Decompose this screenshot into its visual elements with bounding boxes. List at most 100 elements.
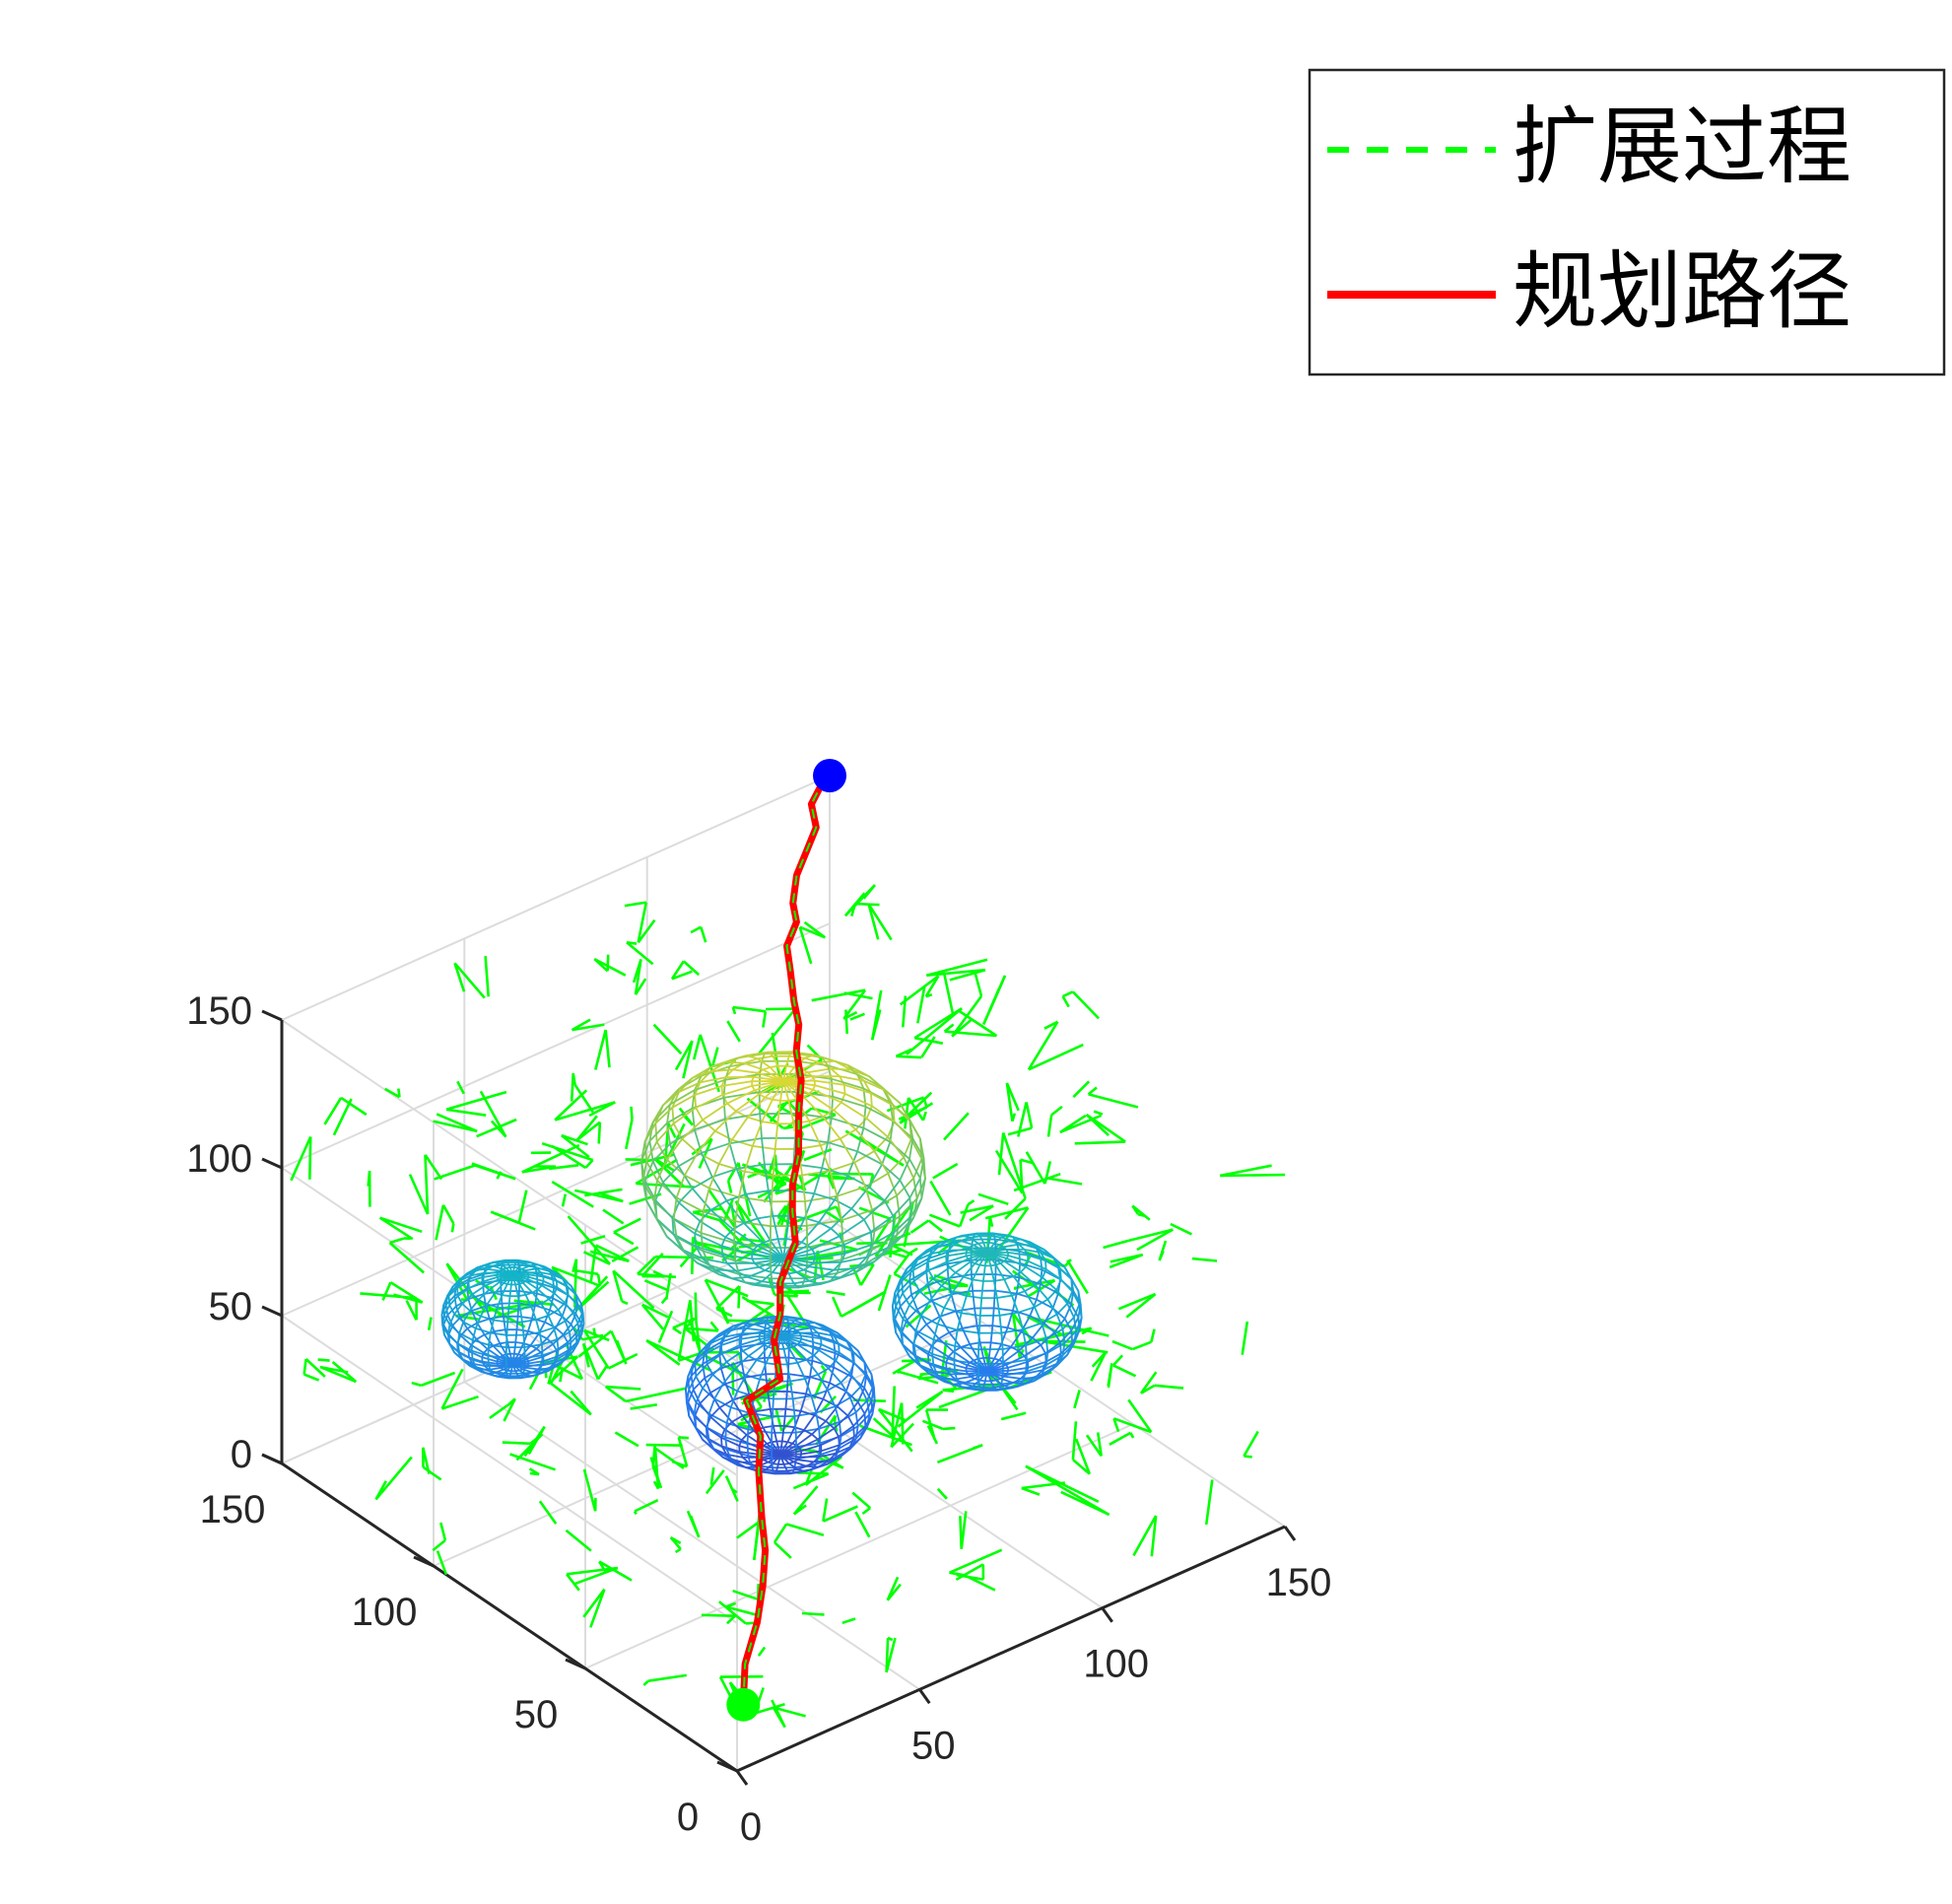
sphere-longitude (557, 1358, 567, 1366)
sphere-longitude (713, 1383, 724, 1399)
sphere-longitude (641, 1161, 647, 1182)
tree-edge (709, 1466, 715, 1485)
sphere-longitude (852, 1351, 866, 1364)
sphere-longitude (710, 1068, 733, 1072)
sphere-longitude (900, 1332, 905, 1346)
sphere-longitude (678, 1077, 694, 1090)
sphere-longitude (501, 1303, 505, 1317)
sphere-longitude (978, 1252, 988, 1266)
sphere-longitude (474, 1316, 482, 1329)
tree-edge (969, 1204, 994, 1222)
sphere-longitude (702, 1439, 713, 1450)
tree-edge (529, 1471, 540, 1476)
sphere-longitude (725, 1449, 732, 1460)
tree-edge (1088, 1093, 1139, 1109)
sphere-longitude (1043, 1249, 1054, 1258)
sphere-longitude (1070, 1277, 1075, 1292)
sphere-longitude (477, 1264, 485, 1269)
sphere-longitude (822, 1116, 841, 1140)
tree-edge (822, 1498, 829, 1522)
sphere-longitude (803, 1268, 824, 1278)
sphere-longitude (764, 1258, 784, 1271)
tree-edge (841, 1617, 856, 1625)
sphere-longitude (982, 1265, 986, 1282)
sphere-longitude (1024, 1249, 1042, 1254)
tree-edge (1043, 1020, 1058, 1030)
tree-edge (1071, 990, 1100, 1020)
sphere-longitude (695, 1428, 704, 1441)
tree-edge (445, 1108, 487, 1117)
tree-edge (643, 1279, 669, 1292)
sphere-longitude (902, 1343, 915, 1356)
tree-edge (909, 1219, 930, 1234)
tree-edge (684, 1326, 707, 1346)
sphere-longitude (487, 1344, 490, 1356)
sphere-longitude (1024, 1344, 1042, 1357)
tree-edge (1085, 1434, 1103, 1458)
tree-edge (849, 1012, 865, 1021)
sphere-longitude (528, 1275, 544, 1282)
sphere-longitude (694, 1414, 707, 1429)
sphere-longitude (889, 1121, 895, 1142)
sphere-longitude (514, 1284, 519, 1297)
tree-edge (705, 1469, 725, 1495)
start-marker (726, 1687, 761, 1722)
sphere-longitude (818, 1198, 836, 1223)
sphere-longitude (505, 1334, 508, 1348)
tree-edge (1131, 1204, 1151, 1221)
sphere-longitude (814, 1244, 845, 1255)
sphere-longitude (837, 1331, 847, 1341)
sphere-longitude (706, 1413, 710, 1428)
sphere-longitude (468, 1280, 483, 1289)
sphere-longitude (835, 1360, 851, 1375)
tree-edge (1191, 1257, 1218, 1262)
tree-edge (1103, 1239, 1129, 1250)
sphere-longitude (725, 1350, 744, 1363)
sphere-longitude (531, 1374, 537, 1378)
sphere-longitude (1060, 1278, 1073, 1293)
sphere-longitude (1020, 1376, 1036, 1380)
tree-edge (726, 1614, 736, 1625)
sphere-longitude (767, 1391, 772, 1409)
tree-edge (384, 1087, 401, 1099)
tree-edge (1062, 990, 1074, 998)
sphere-longitude (1010, 1330, 1023, 1348)
sphere-longitude (466, 1279, 470, 1289)
tree-edge (389, 1237, 405, 1245)
sphere-longitude (724, 1236, 755, 1252)
sphere-longitude (794, 1318, 802, 1323)
sphere-longitude (1007, 1360, 1029, 1369)
tree-edge (1005, 1082, 1014, 1122)
sphere-longitude (654, 1107, 674, 1124)
sphere-longitude (953, 1350, 971, 1364)
tree-edge (397, 1088, 401, 1098)
sphere-longitude (541, 1284, 556, 1295)
sphere-longitude (893, 1215, 912, 1233)
tree-edge (895, 1048, 912, 1057)
sphere-longitude (909, 1178, 921, 1198)
tree-edge (736, 1522, 759, 1539)
tree-edge (424, 1154, 443, 1181)
sphere-longitude (695, 1363, 708, 1378)
sphere-longitude (503, 1316, 506, 1330)
sphere-longitude (1040, 1331, 1055, 1346)
sphere-longitude (925, 1258, 929, 1271)
tree-edge (424, 1154, 430, 1215)
sphere-longitude (515, 1259, 519, 1262)
sphere-longitude (522, 1368, 533, 1374)
sphere-longitude (918, 1364, 934, 1373)
sphere-longitude (799, 1438, 819, 1450)
tree-edge (967, 1199, 976, 1206)
sphere-longitude (694, 1085, 722, 1096)
sphere-longitude (456, 1342, 470, 1352)
sphere-longitude (1007, 1234, 1014, 1238)
sphere-longitude (936, 1307, 946, 1325)
sphere-longitude (750, 1463, 756, 1471)
sphere-longitude (856, 1388, 866, 1402)
sphere-longitude (1011, 1385, 1019, 1390)
tree-edge (1064, 1258, 1072, 1267)
sphere-longitude (841, 1101, 868, 1120)
tree-edge (858, 1206, 892, 1220)
sphere-longitude (731, 1117, 749, 1141)
sphere-longitude (765, 1317, 769, 1324)
